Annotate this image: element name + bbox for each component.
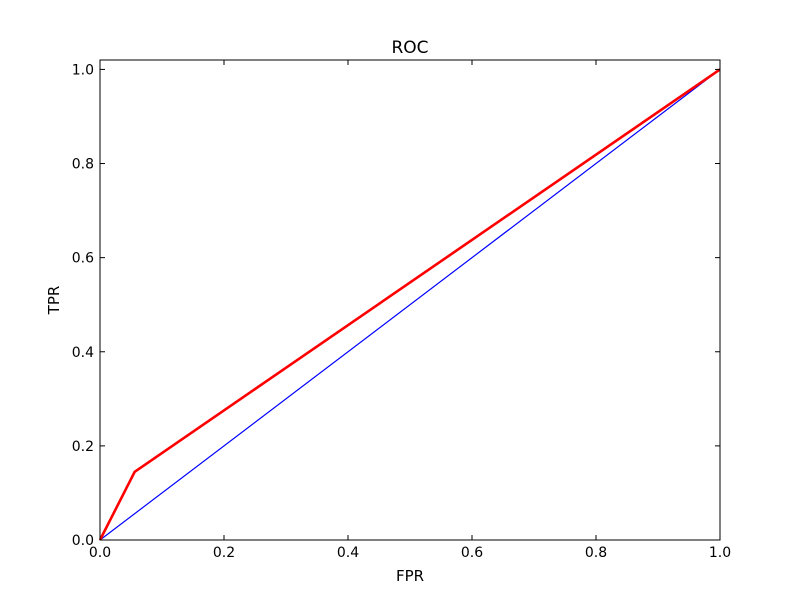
y-tick-label: 0.6: [72, 251, 94, 267]
y-tick-label: 0.8: [72, 157, 94, 173]
series-line-1: [99, 68, 721, 541]
y-tick-label: 0.4: [72, 345, 94, 361]
x-tick-label: 0.6: [461, 545, 483, 561]
y-tick-label: 0.0: [72, 533, 94, 549]
x-tick-label: 1.0: [709, 545, 731, 561]
ticks-layer: 0.0 0.2 0.4 0.6 0.8 1.0 0.0 0.2 0.4 0.6 0.8 1.0: [72, 60, 731, 561]
x-tick-label: 0.0: [89, 545, 111, 561]
x-axis-label: FPR: [396, 567, 424, 585]
axes-frame: [99, 59, 721, 541]
series-layer: [98, 68, 721, 541]
chart-title: ROC: [391, 38, 428, 58]
x-tick-label: 0.4: [337, 545, 359, 561]
y-axis-label: TPR: [45, 286, 63, 316]
y-tick-label: 0.2: [72, 439, 94, 455]
x-tick-label: 0.8: [585, 545, 607, 561]
y-tick-label: 1.0: [72, 62, 94, 78]
series-line-2: [98, 68, 721, 541]
x-tick-label: 0.2: [213, 545, 235, 561]
